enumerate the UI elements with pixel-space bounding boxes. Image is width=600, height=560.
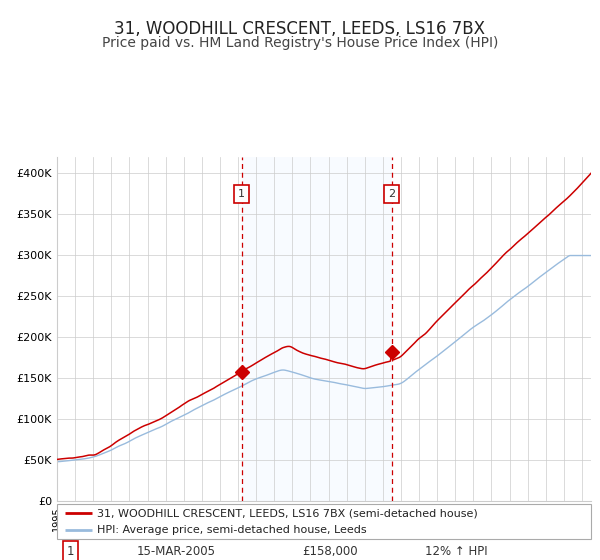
- Text: 15-MAR-2005: 15-MAR-2005: [137, 545, 216, 558]
- FancyBboxPatch shape: [57, 504, 591, 539]
- Text: 2: 2: [388, 189, 395, 199]
- Text: 1: 1: [67, 545, 74, 558]
- Text: 31, WOODHILL CRESCENT, LEEDS, LS16 7BX (semi-detached house): 31, WOODHILL CRESCENT, LEEDS, LS16 7BX (…: [97, 508, 478, 519]
- Text: 31, WOODHILL CRESCENT, LEEDS, LS16 7BX: 31, WOODHILL CRESCENT, LEEDS, LS16 7BX: [115, 20, 485, 38]
- Text: Price paid vs. HM Land Registry's House Price Index (HPI): Price paid vs. HM Land Registry's House …: [102, 36, 498, 50]
- Bar: [242, 157, 392, 501]
- Text: £158,000: £158,000: [302, 545, 358, 558]
- Text: HPI: Average price, semi-detached house, Leeds: HPI: Average price, semi-detached house,…: [97, 525, 367, 535]
- Text: 12% ↑ HPI: 12% ↑ HPI: [425, 545, 488, 558]
- Text: 1: 1: [238, 189, 245, 199]
